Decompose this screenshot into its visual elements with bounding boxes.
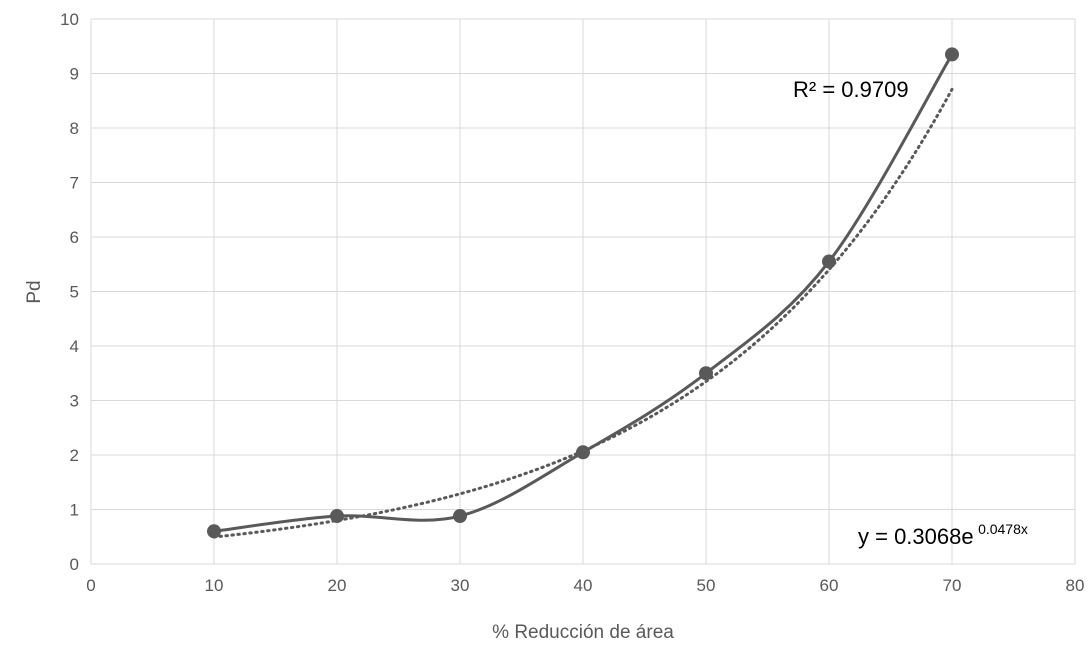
data-point <box>576 445 590 460</box>
x-axis-title: % Reducción de área <box>492 622 674 643</box>
y-tick-label: 9 <box>70 65 79 84</box>
trendline-equation: y = 0.3068e 0.0478x <box>858 521 1028 549</box>
series-layer <box>207 47 959 539</box>
x-tick-label: 20 <box>328 576 347 595</box>
y-tick-label: 6 <box>70 228 79 247</box>
y-tick-label: 3 <box>70 392 79 411</box>
x-tick-label: 0 <box>86 576 95 595</box>
r-squared-label: R² = 0.9709 <box>793 77 909 102</box>
y-tick-label: 8 <box>70 119 79 138</box>
equation-exponent: 0.0478x <box>978 521 1028 537</box>
x-tick-label: 10 <box>205 576 224 595</box>
y-tick-label: 10 <box>60 10 79 29</box>
data-point <box>330 509 344 524</box>
data-point <box>822 254 836 269</box>
y-axis-title: Pd <box>24 280 45 303</box>
y-tick-label: 0 <box>70 555 79 574</box>
x-tick-label: 80 <box>1066 576 1085 595</box>
data-point <box>699 366 713 381</box>
y-tick-label: 5 <box>70 283 79 302</box>
data-point <box>945 47 959 62</box>
x-tick-label: 60 <box>820 576 839 595</box>
y-tick-label: 1 <box>70 501 79 520</box>
x-tick-label: 70 <box>943 576 962 595</box>
tick-labels: 0 10 20 30 40 50 60 70 80 0 1 2 3 4 5 6 7 8 9 10 <box>60 10 1084 595</box>
grid <box>90 18 1076 565</box>
data-point <box>453 509 467 524</box>
data-point <box>207 524 221 539</box>
x-tick-label: 30 <box>451 576 470 595</box>
equation-base: y = 0.3068e <box>858 524 974 549</box>
x-tick-label: 50 <box>697 576 716 595</box>
x-tick-label: 40 <box>574 576 593 595</box>
y-tick-label: 2 <box>70 446 79 465</box>
y-tick-label: 4 <box>70 337 79 356</box>
y-tick-label: 7 <box>70 174 79 193</box>
